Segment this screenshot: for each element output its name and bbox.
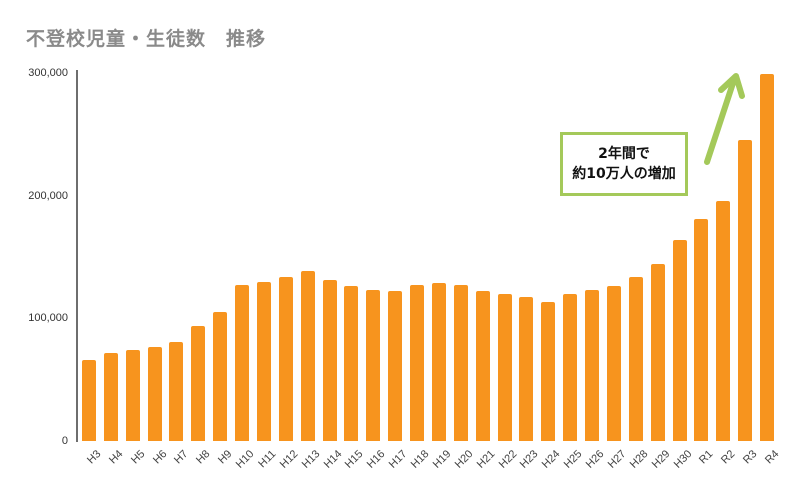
bar-R1	[694, 218, 709, 441]
x-tick-label: H4	[106, 448, 126, 467]
x-tick-label: H26	[583, 448, 607, 471]
chart-title: 不登校児童・生徒数 推移	[26, 28, 267, 50]
bar-R4	[760, 74, 775, 441]
bar-H5	[125, 350, 140, 441]
bar-H19	[431, 282, 446, 441]
x-tick-label: H28	[627, 448, 651, 471]
bar-H20	[453, 285, 468, 441]
x-tick-label: H15	[343, 448, 366, 471]
x-tick-label: H22	[496, 448, 520, 471]
x-tick-label: H17	[386, 448, 410, 471]
bar-H16	[366, 290, 381, 441]
x-tick-label: R3	[741, 448, 760, 467]
bar-H7	[169, 341, 184, 441]
x-tick-label: H10	[233, 448, 257, 471]
bar-H28	[628, 276, 643, 441]
annotation-callout: 2年間で 約10万人の増加	[560, 132, 688, 196]
x-tick-label: R4	[763, 448, 782, 467]
bar-H29	[650, 264, 665, 441]
bar-H3	[81, 360, 96, 441]
bar-H18	[410, 285, 425, 441]
bar-H22	[497, 293, 512, 441]
y-axis-line	[76, 70, 78, 442]
annotation-line-1: 2年間で	[598, 146, 650, 162]
bar-H25	[563, 293, 578, 441]
bar-H12	[278, 276, 293, 441]
x-tick-label: H19	[430, 448, 454, 471]
bar-H14	[322, 280, 337, 441]
bar-H4	[103, 352, 118, 441]
bar-R2	[716, 200, 731, 441]
x-tick-label: H14	[321, 448, 345, 471]
x-tick-label: H23	[518, 448, 541, 471]
bar-H23	[519, 297, 534, 441]
x-tick-label: H30	[671, 448, 695, 471]
x-tick-label: H21	[474, 448, 498, 471]
x-tick-label: H13	[299, 448, 323, 471]
bar-H17	[388, 291, 403, 441]
x-tick-label: H8	[194, 448, 213, 467]
annotation-line-2: 約10万人の増加	[572, 166, 676, 182]
x-tick-label: H25	[561, 448, 585, 471]
x-tick-label: H20	[452, 448, 476, 471]
bar-H24	[541, 302, 556, 441]
x-tick-label: R2	[719, 448, 738, 467]
bar-H10	[235, 285, 250, 441]
plot-area	[76, 73, 776, 441]
x-tick-label: H27	[605, 448, 629, 471]
x-tick-label: R1	[697, 448, 716, 467]
y-tick-label: 300,000	[28, 67, 68, 79]
bar-H27	[606, 286, 621, 441]
x-tick-label: H7	[172, 448, 191, 467]
bar-H6	[147, 346, 162, 441]
bar-R3	[738, 140, 753, 441]
bar-H11	[256, 281, 271, 441]
bar-H15	[344, 286, 359, 441]
x-tick-label: H5	[128, 448, 148, 467]
bar-H21	[475, 291, 490, 441]
y-tick-label: 0	[61, 435, 68, 447]
x-tick-label: H12	[277, 448, 301, 471]
x-tick-label: H9	[216, 448, 235, 467]
y-tick-label: 100,000	[28, 312, 68, 325]
bar-H8	[191, 325, 206, 441]
bar-H13	[300, 270, 315, 441]
bar-H9	[213, 312, 228, 441]
x-tick-label: H3	[84, 448, 104, 467]
bar-H26	[585, 290, 600, 441]
x-tick-label: H24	[540, 448, 563, 471]
x-tick-label: H18	[408, 448, 432, 471]
x-tick-label: H11	[256, 448, 279, 471]
bar-H30	[672, 239, 687, 441]
y-tick-label: 200,000	[28, 189, 68, 202]
x-tick-label: H6	[150, 448, 170, 467]
up-arrow-icon	[704, 73, 745, 165]
x-tick-label: H29	[649, 448, 673, 471]
x-tick-label: H16	[365, 448, 388, 471]
